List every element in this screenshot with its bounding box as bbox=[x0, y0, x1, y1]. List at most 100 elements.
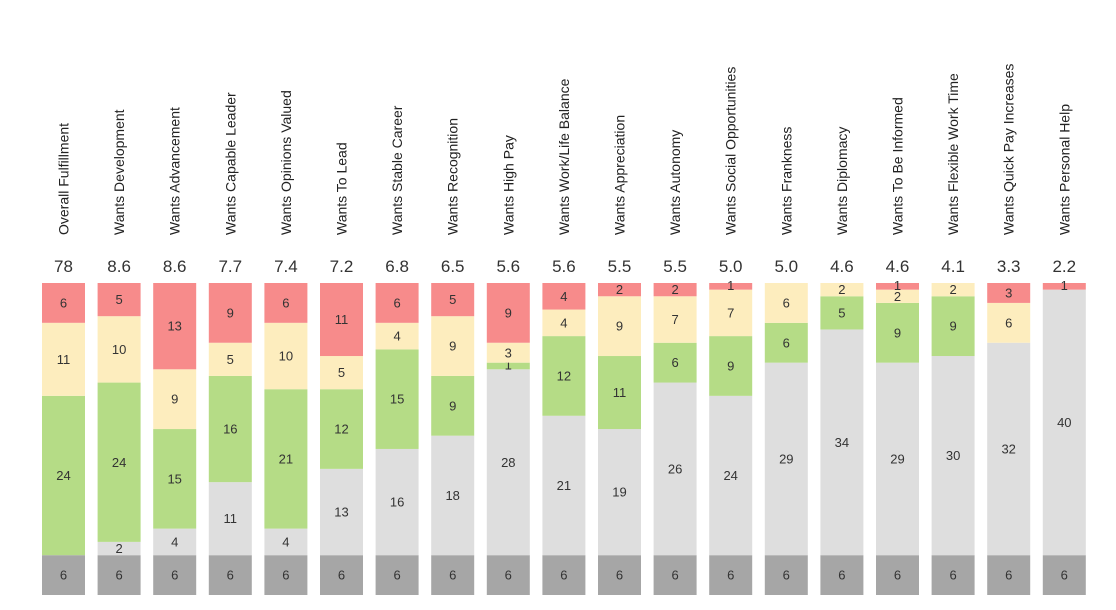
segment-value-label: 9 bbox=[949, 319, 956, 334]
bar-segment bbox=[931, 555, 975, 595]
segment-value-label: 29 bbox=[779, 451, 793, 466]
segment-value-label: 2 bbox=[616, 282, 623, 297]
category-label-wants-quick-pay-increases: Wants Quick Pay Increases bbox=[1001, 64, 1017, 235]
bar-segment bbox=[320, 283, 363, 357]
segment-value-label: 11 bbox=[335, 312, 349, 327]
bar-segment bbox=[653, 283, 697, 297]
bar-segment bbox=[820, 329, 864, 556]
bar-segment bbox=[876, 302, 919, 363]
score-label-wants-diplomacy: 4.6 bbox=[830, 257, 854, 276]
segment-value-label: 11 bbox=[224, 511, 238, 526]
bar-segment bbox=[542, 555, 586, 595]
bar-segment bbox=[653, 382, 697, 556]
score-label-wants-capable-leader: 7.7 bbox=[218, 257, 242, 276]
bar-segment bbox=[598, 296, 641, 357]
segment-value-label: 6 bbox=[783, 335, 790, 350]
score-label-wants-to-be-informed: 4.6 bbox=[886, 257, 910, 276]
segment-value-label: 2 bbox=[671, 282, 678, 297]
segment-value-label: 9 bbox=[727, 359, 734, 374]
bar-segment bbox=[820, 555, 864, 595]
score-label-wants-personal-help: 2.2 bbox=[1052, 257, 1076, 276]
segment-value-label: 32 bbox=[1001, 442, 1015, 457]
bar-segment bbox=[264, 389, 308, 529]
segment-value-label: 6 bbox=[227, 568, 234, 583]
bar-segment bbox=[431, 375, 475, 436]
score-label-wants-flexible-work-time: 4.1 bbox=[941, 257, 965, 276]
segment-value-label: 9 bbox=[505, 305, 512, 320]
segment-value-label: 4 bbox=[560, 289, 567, 304]
segment-value-label: 29 bbox=[890, 451, 904, 466]
bar-segment bbox=[320, 468, 363, 556]
category-label-wants-frankness: Wants Frankness bbox=[778, 127, 794, 235]
category-label-wants-work-life-balance: Wants Work/Life Balance bbox=[556, 78, 572, 235]
bar-segment bbox=[486, 555, 530, 595]
bars: 6241166224105641591361116596421106613125… bbox=[42, 278, 1086, 595]
bar-segment bbox=[820, 283, 864, 297]
segment-value-label: 6 bbox=[393, 568, 400, 583]
category-label-wants-to-lead: Wants To Lead bbox=[334, 142, 350, 235]
score-label-wants-social-opportunities: 5.0 bbox=[719, 257, 743, 276]
category-label-overall-fulfillment: Overall Fulfillment bbox=[56, 123, 72, 235]
segment-value-label: 26 bbox=[668, 461, 682, 476]
bar-segment bbox=[486, 342, 530, 363]
category-label-wants-to-be-informed: Wants To Be Informed bbox=[890, 97, 906, 235]
bar-segment bbox=[764, 322, 808, 363]
segment-value-label: 6 bbox=[671, 355, 678, 370]
segment-value-label: 12 bbox=[334, 422, 348, 437]
segment-value-label: 12 bbox=[557, 368, 571, 383]
bar-segment bbox=[1042, 289, 1086, 556]
bar-segment bbox=[208, 375, 252, 483]
category-label-wants-stable-career: Wants Stable Career bbox=[389, 105, 405, 235]
bar-segment bbox=[486, 369, 530, 556]
bar-segment bbox=[764, 283, 808, 323]
category-label-wants-high-pay: Wants High Pay bbox=[500, 135, 516, 235]
bar-segment bbox=[598, 283, 641, 297]
bar-segment bbox=[1042, 283, 1086, 290]
bar-segment bbox=[709, 336, 753, 396]
segment-value-label: 2 bbox=[894, 289, 901, 304]
segment-value-label: 11 bbox=[613, 385, 627, 400]
bar-segment bbox=[264, 322, 308, 390]
segment-value-label: 4 bbox=[171, 534, 178, 549]
bar-segment bbox=[375, 555, 419, 595]
segment-value-label: 1 bbox=[505, 357, 512, 372]
bar-segment bbox=[653, 342, 697, 383]
bar-segment bbox=[653, 296, 697, 343]
bar-segment bbox=[97, 316, 141, 383]
segment-value-label: 9 bbox=[449, 398, 456, 413]
segment-value-label: 21 bbox=[557, 478, 571, 493]
segment-value-label: 6 bbox=[838, 568, 845, 583]
segment-value-label: 6 bbox=[949, 568, 956, 583]
segment-value-label: 15 bbox=[390, 392, 404, 407]
bar-segment bbox=[542, 336, 586, 416]
score-label-wants-quick-pay-increases: 3.3 bbox=[997, 257, 1021, 276]
bar-segment bbox=[931, 283, 975, 297]
bar-segment bbox=[1042, 555, 1086, 595]
bar-segment bbox=[431, 283, 475, 317]
segment-value-label: 6 bbox=[1061, 568, 1068, 583]
bar-segment bbox=[598, 555, 641, 595]
category-label-wants-advancement: Wants Advancement bbox=[167, 107, 183, 235]
bar-segment bbox=[153, 369, 197, 430]
segment-value-label: 3 bbox=[505, 345, 512, 360]
bar-segment bbox=[598, 429, 641, 556]
score-label-wants-frankness: 5.0 bbox=[774, 257, 798, 276]
score-label-wants-opinions-valued: 7.4 bbox=[274, 257, 298, 276]
bar-segment bbox=[486, 283, 530, 343]
segment-value-label: 9 bbox=[227, 305, 234, 320]
segment-value-label: 5 bbox=[115, 292, 122, 307]
bar-segment bbox=[42, 283, 85, 323]
score-label-wants-high-pay: 5.6 bbox=[496, 257, 520, 276]
segment-value-label: 6 bbox=[393, 295, 400, 310]
score-label-wants-appreciation: 5.5 bbox=[608, 257, 632, 276]
bar-segment bbox=[320, 356, 363, 390]
bar-segment bbox=[264, 283, 308, 323]
category-label-wants-capable-leader: Wants Capable Leader bbox=[222, 92, 238, 235]
segment-value-label: 19 bbox=[612, 485, 626, 500]
bar-segment bbox=[876, 289, 919, 303]
bar-segment bbox=[709, 395, 753, 556]
bar-segment bbox=[431, 316, 475, 376]
segment-value-label: 1 bbox=[894, 278, 901, 293]
bar-segment bbox=[876, 283, 919, 290]
bar-segment bbox=[598, 356, 641, 430]
